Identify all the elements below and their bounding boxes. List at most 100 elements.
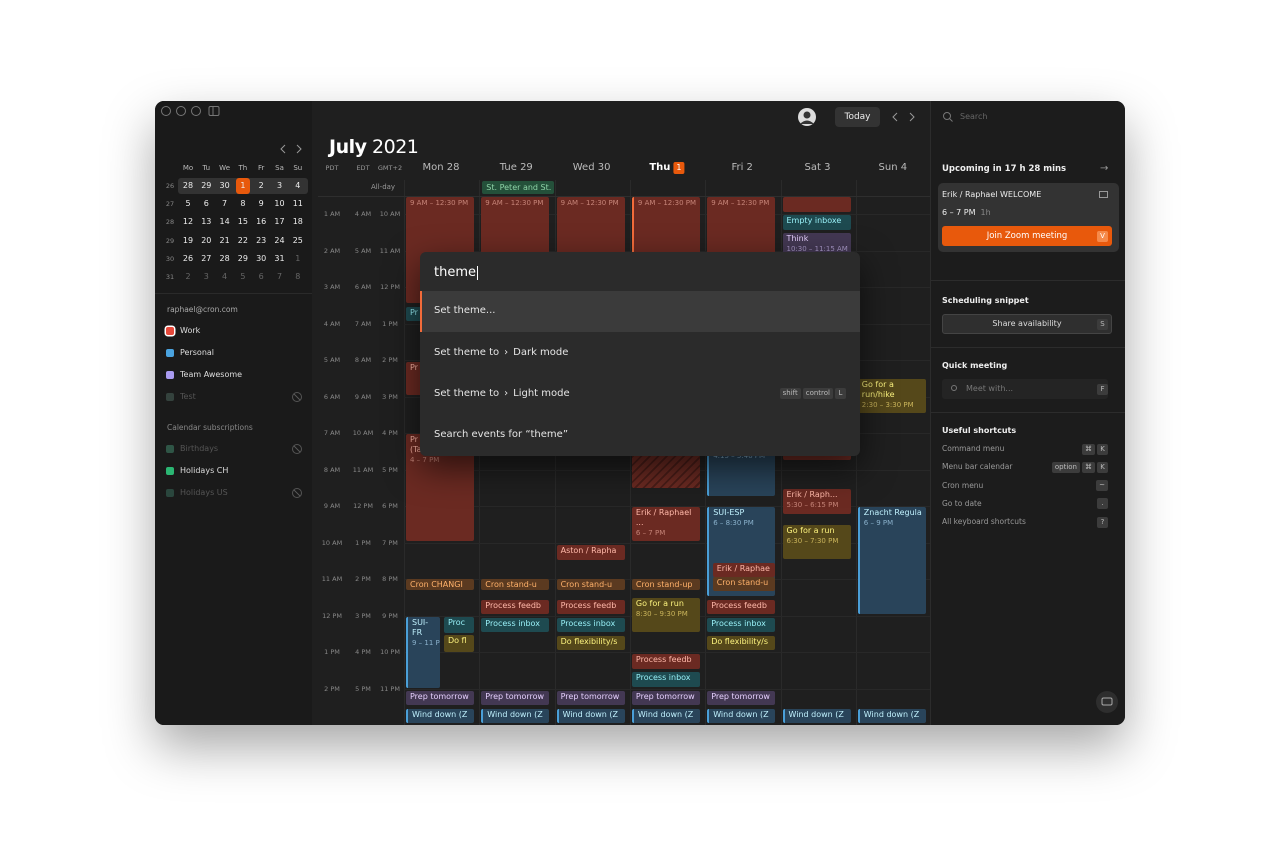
event: Erik / Raphae [712,563,776,577]
event-time: 10:30 – 11:15 AM [786,245,848,253]
hour-label: 3 PM [355,611,371,620]
hour-line [404,506,930,507]
hour-label: 1 PM [324,648,340,656]
event: Cron stand-u [712,577,776,591]
event-title: Process inbox [560,619,616,628]
event-title: Prep tomorrow [711,692,770,701]
event: Cron stand-u [556,579,625,590]
event: Process feedb [631,654,700,669]
hour-label: 3 PM [382,392,398,401]
event-title: Wind down (Z [562,710,618,719]
palette-item[interactable]: Search events for “theme” [434,428,568,442]
event-time: 5:30 – 6:15 PM [786,501,839,509]
event: Wind down (Z [631,709,700,723]
event: Wind down (Z [857,709,926,723]
event-title: Cron CHANGI [410,580,463,589]
event-title: Erik / Raph... [786,490,838,499]
upcoming-arrow: → [1100,163,1109,174]
hour-label: 2 PM [324,684,340,693]
today-button[interactable]: Today [835,107,880,127]
weekday-label: We [219,164,231,172]
mini-day: 17 [274,217,285,227]
mini-day: 3 [276,181,283,190]
section-heading: Quick meeting [942,361,1008,370]
palette-item[interactable]: Set theme... [434,304,495,318]
event: Empty inboxe [782,215,851,230]
mini-day: 27 [201,253,212,263]
event: 9 AM – 12:30 PM [556,197,625,255]
hour-label: 2 PM [355,575,371,583]
mini-day: 4 [295,181,301,190]
event-title: Process feedb [711,601,767,610]
palette-item[interactable]: Set theme to › Dark mode [434,346,568,360]
hour-label: 8 AM [354,356,372,364]
mini-day: 31 [274,253,285,263]
palette-query: theme [434,265,478,280]
palette-item-target: Dark mode [513,347,569,358]
calendar-swatch [166,489,174,497]
mini-day: 1 [295,253,301,263]
mini-day: 3 [203,272,209,281]
share-button[interactable]: Share availability [942,314,1112,334]
calendar-swatch [166,349,174,357]
event: 9 AM – 12:30 PM [707,197,776,255]
palette-item-target: Light mode [513,388,570,399]
weekday-label: Mo [182,164,194,172]
event-title: Wind down (Z [637,710,694,719]
palette-item[interactable]: Set theme to › Light mode [434,387,570,401]
meet-input[interactable] [942,379,1108,399]
day-label: Sun 4 [878,162,908,173]
duration: 1h [980,208,991,217]
event-title: Process feedb [560,601,617,610]
calendar-name: Holidays US [180,488,228,497]
event-time: 4 – 7 PM [410,456,440,464]
event-title: Cron stand-u [716,578,769,587]
event [782,197,851,212]
hour-label: 12 PM [380,283,400,291]
year: 2021 [372,136,419,158]
mini-day: 1 [240,181,246,190]
hour-line [404,542,930,544]
event: SUI-FR 9 – 11 PM [406,617,440,688]
app-window: Today Mo Tu We Th Fr Sa Su 26 28 29 30 1 2 3 4 27 5 6 7 8 9 1… [155,101,1125,725]
event-title: Do flexibility/s [711,637,769,646]
event: Cron CHANGI [406,579,474,590]
week-nav[interactable] [888,110,918,124]
join-button[interactable]: Join Zoom meeting [942,226,1112,246]
mini-day: 8 [240,199,246,209]
event: Process feedb [707,600,776,614]
divider [155,293,312,294]
person-icon [951,385,957,391]
key-chip: ? [1097,516,1108,528]
event: 4:15 – 5:46 PM [707,450,776,496]
key-chip: ⌘ [1082,461,1095,473]
event: 9 AM – 12:30 PM [481,197,550,255]
event-title: Erik / Raphae [716,564,770,573]
today-badge: 1 [673,162,685,174]
event: Wind down (Z [556,709,625,723]
mini-day: 12 [182,217,194,227]
event: Erik / Raph... 5:30 – 6:15 PM [782,489,851,514]
event: Process inbox [631,672,700,687]
day-header: Mon 28 [423,162,460,174]
weekday-label: Su [293,164,303,172]
hour-label: 4 AM [354,210,372,218]
month-nav[interactable] [275,142,305,156]
event: 9 AM – 12:30 PM [631,197,700,255]
shortcut-label: Command menu [942,444,1005,453]
shortcut-keys: . [1097,498,1108,510]
event-time: 9 AM – 12:30 PM [410,199,469,207]
sidebar [155,101,312,725]
week-number: 30 [165,254,175,263]
mini-day: 4 [222,272,228,281]
event-time: 6 – 7 PM [635,529,666,537]
mini-day: 30 [256,253,267,263]
hour-label: 4 PM [355,648,371,656]
chat-button[interactable] [1095,690,1119,714]
avatar[interactable] [797,107,817,127]
day-header: Wed 30 [573,162,611,174]
event-title: Aston / Rapha [560,546,617,555]
hidden-icon [292,444,302,454]
day-header: Tue 29 [500,162,533,174]
hour-label: 9 PM [382,611,398,620]
